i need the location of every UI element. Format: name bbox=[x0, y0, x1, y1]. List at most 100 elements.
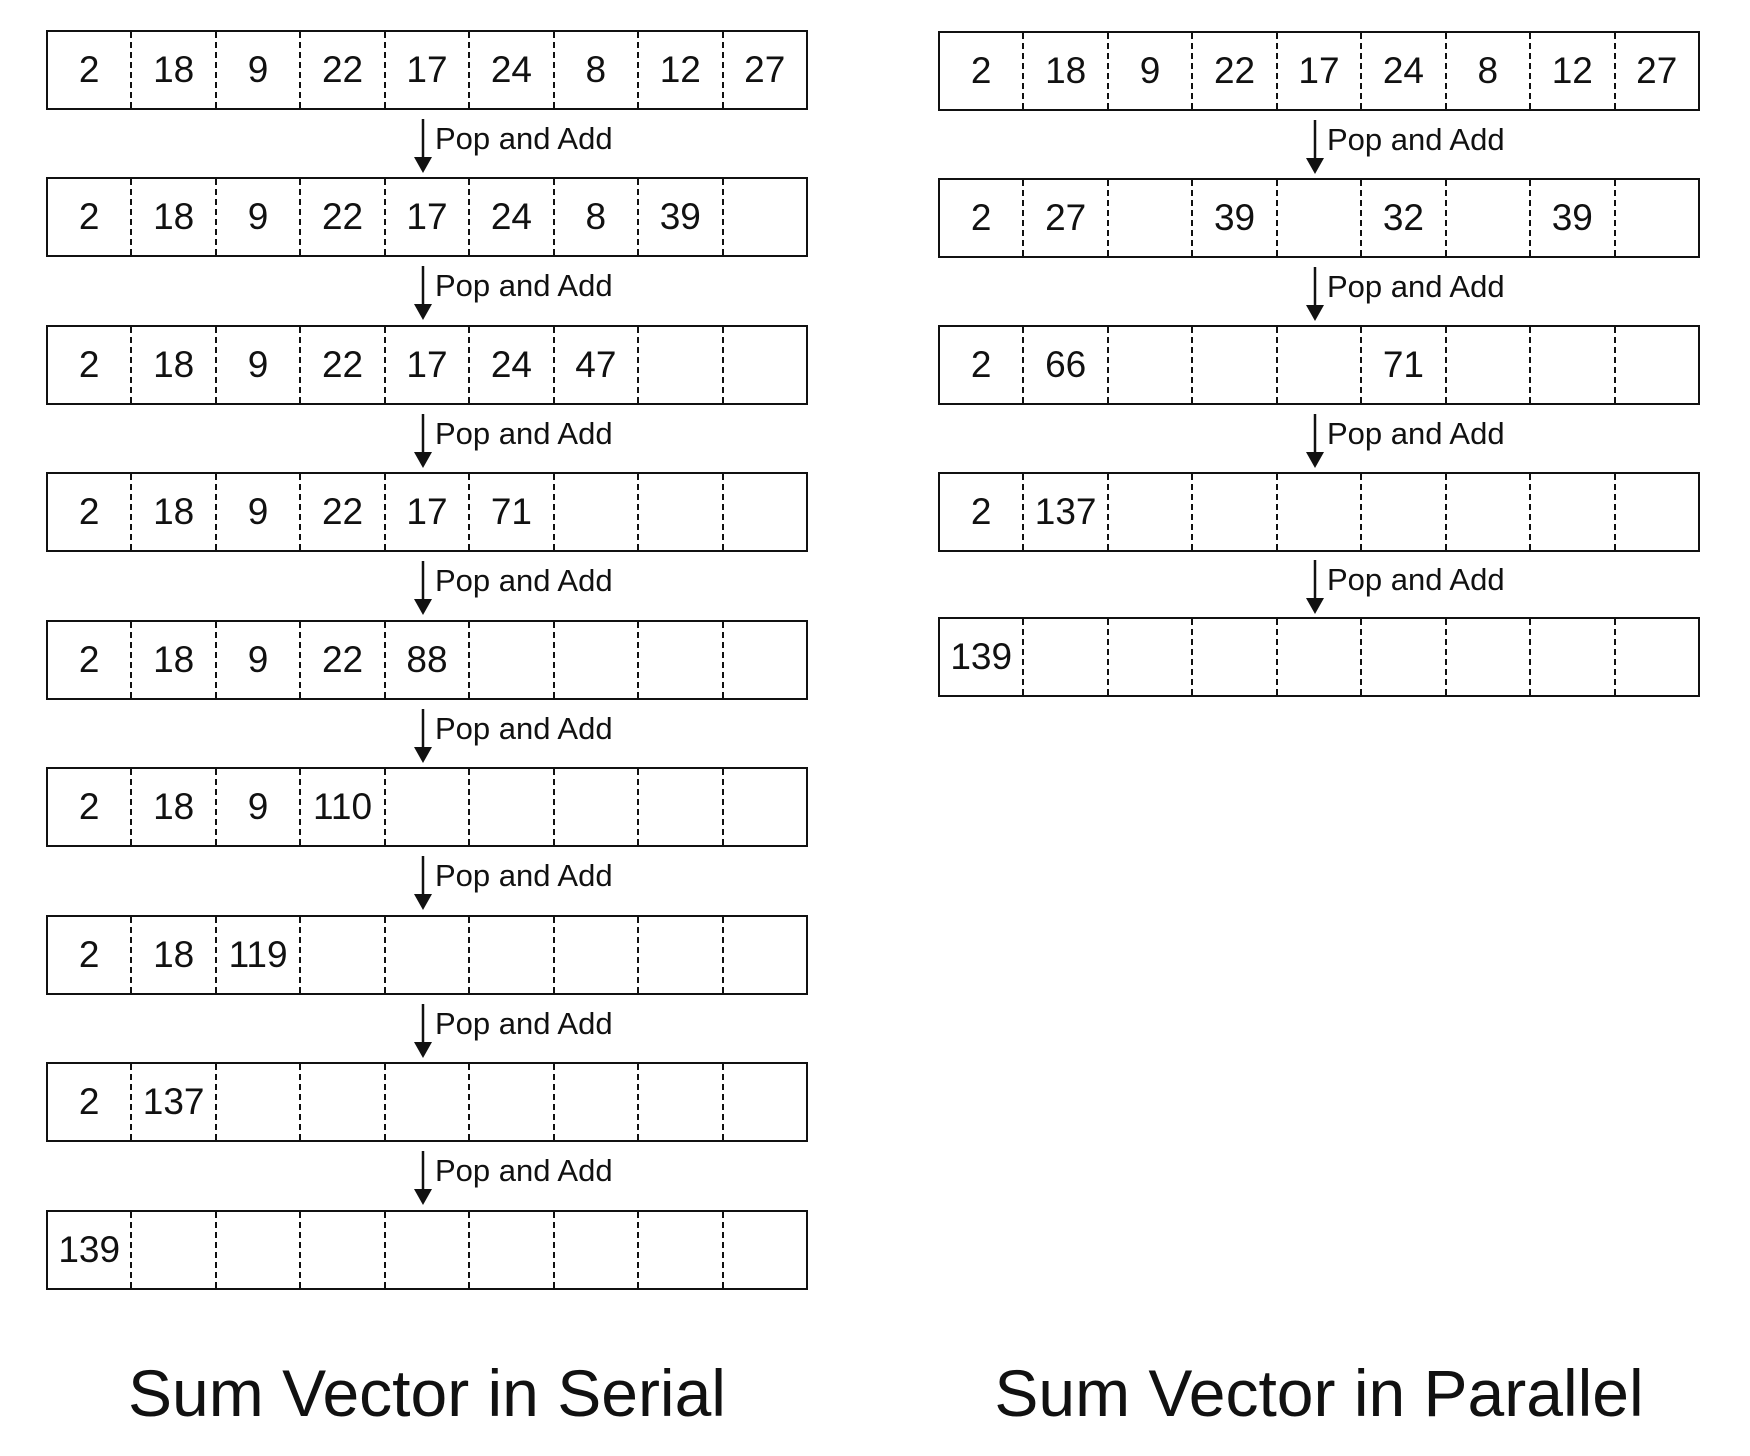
serial-vector-row: 139 bbox=[46, 1210, 808, 1290]
parallel-vector-row: 2 66 71 bbox=[938, 325, 1700, 405]
vector-cell: 8 bbox=[555, 179, 640, 255]
vector-cell bbox=[1447, 619, 1532, 695]
vector-cell bbox=[470, 769, 555, 845]
vector-cell: 27 bbox=[1636, 50, 1678, 91]
vector-cell: 22 bbox=[301, 327, 386, 403]
vector-cell: 18 bbox=[132, 622, 217, 698]
parallel-pop-and-add-step: Pop and Add bbox=[1305, 412, 1665, 472]
down-arrow-icon bbox=[414, 561, 432, 615]
pop-and-add-label: Pop and Add bbox=[1327, 562, 1505, 597]
vector-cell: 22 bbox=[1193, 33, 1278, 109]
serial-vector-row: 2 18 9 22 17 24 8 12 27 bbox=[46, 30, 808, 110]
vector-cell: 2 bbox=[48, 32, 133, 108]
vector-cell: 39 bbox=[1193, 180, 1278, 256]
vector-cell bbox=[217, 1064, 302, 1140]
vector-cell: 22 bbox=[301, 622, 386, 698]
vector-cell bbox=[1193, 619, 1278, 695]
vector-cell bbox=[639, 1212, 724, 1288]
down-arrow-icon bbox=[414, 266, 432, 320]
serial-pop-and-add-step: Pop and Add bbox=[413, 559, 773, 619]
vector-cell bbox=[1616, 327, 1698, 403]
serial-vector-row: 2 18 9 22 88 bbox=[46, 620, 808, 700]
vector-cell: 24 bbox=[1362, 33, 1447, 109]
down-arrow-icon bbox=[1306, 120, 1324, 174]
vector-cell bbox=[1109, 619, 1194, 695]
vector-cell: 2 bbox=[48, 474, 133, 550]
vector-cell bbox=[1616, 619, 1698, 695]
pop-and-add-label: Pop and Add bbox=[435, 416, 613, 451]
vector-cell bbox=[555, 474, 640, 550]
vector-cell bbox=[386, 1064, 471, 1140]
vector-cell: 24 bbox=[470, 327, 555, 403]
vector-cell: 9 bbox=[217, 179, 302, 255]
vector-cell: 12 bbox=[639, 32, 724, 108]
vector-cell: 18 bbox=[132, 179, 217, 255]
vector-cell bbox=[1362, 619, 1447, 695]
vector-cell: 17 bbox=[386, 327, 471, 403]
vector-cell: 2 bbox=[48, 769, 133, 845]
pop-and-add-label: Pop and Add bbox=[435, 1153, 613, 1188]
parallel-vector-row: 2 137 bbox=[938, 472, 1700, 552]
vector-cell: 18 bbox=[132, 769, 217, 845]
vector-cell: 39 bbox=[639, 179, 724, 255]
vector-cell: 18 bbox=[132, 474, 217, 550]
vector-cell bbox=[386, 769, 471, 845]
vector-cell: 22 bbox=[301, 179, 386, 255]
vector-cell: 139 bbox=[940, 619, 1025, 695]
down-arrow-icon bbox=[414, 709, 432, 763]
vector-cell: 17 bbox=[1278, 33, 1363, 109]
vector-cell: 137 bbox=[1024, 474, 1109, 550]
vector-cell bbox=[724, 1212, 806, 1288]
down-arrow-icon bbox=[1306, 414, 1324, 468]
vector-cell bbox=[1278, 180, 1363, 256]
vector-cell bbox=[639, 769, 724, 845]
vector-cell: 32 bbox=[1362, 180, 1447, 256]
pop-and-add-label: Pop and Add bbox=[435, 1006, 613, 1041]
vector-cell bbox=[639, 1064, 724, 1140]
serial-vector-row: 2 18 9 22 17 24 47 bbox=[46, 325, 808, 405]
pop-and-add-label: Pop and Add bbox=[435, 268, 613, 303]
vector-cell bbox=[724, 179, 806, 255]
parallel-vector-row: 2 27 39 32 39 bbox=[938, 178, 1700, 258]
vector-cell: 88 bbox=[386, 622, 471, 698]
vector-cell bbox=[1278, 619, 1363, 695]
parallel-vector-row: 139 bbox=[938, 617, 1700, 697]
serial-vector-row: 2 18 9 22 17 24 8 39 bbox=[46, 177, 808, 257]
vector-cell bbox=[386, 917, 471, 993]
serial-pop-and-add-step: Pop and Add bbox=[413, 854, 773, 914]
serial-pop-and-add-step: Pop and Add bbox=[413, 707, 773, 767]
down-arrow-icon bbox=[414, 1004, 432, 1058]
vector-cell bbox=[555, 1212, 640, 1288]
serial-vector-row: 2 18 119 bbox=[46, 915, 808, 995]
vector-cell bbox=[1109, 180, 1194, 256]
vector-cell: 27 bbox=[1024, 180, 1109, 256]
vector-cell bbox=[555, 622, 640, 698]
vector-cell bbox=[724, 474, 806, 550]
pop-and-add-label: Pop and Add bbox=[1327, 416, 1505, 451]
vector-cell: 17 bbox=[386, 474, 471, 550]
vector-cell: 2 bbox=[48, 179, 133, 255]
vector-cell bbox=[1109, 327, 1194, 403]
vector-cell bbox=[1616, 474, 1698, 550]
vector-cell: 2 bbox=[940, 474, 1025, 550]
down-arrow-icon bbox=[414, 119, 432, 173]
vector-cell: 12 bbox=[1531, 33, 1616, 109]
vector-cell: 66 bbox=[1024, 327, 1109, 403]
serial-vector-row: 2 18 9 110 bbox=[46, 767, 808, 847]
pop-and-add-label: Pop and Add bbox=[435, 563, 613, 598]
pop-and-add-label: Pop and Add bbox=[1327, 269, 1505, 304]
vector-cell: 18 bbox=[132, 917, 217, 993]
vector-cell bbox=[724, 917, 806, 993]
vector-cell bbox=[1278, 474, 1363, 550]
parallel-pop-and-add-step: Pop and Add bbox=[1305, 118, 1665, 178]
serial-pop-and-add-step: Pop and Add bbox=[413, 264, 773, 324]
vector-cell bbox=[639, 327, 724, 403]
vector-cell: 9 bbox=[217, 769, 302, 845]
vector-cell bbox=[1616, 180, 1698, 256]
vector-cell: 139 bbox=[48, 1212, 133, 1288]
down-arrow-icon bbox=[414, 1151, 432, 1205]
vector-cell bbox=[470, 917, 555, 993]
down-arrow-icon bbox=[1306, 267, 1324, 321]
vector-cell bbox=[724, 1064, 806, 1140]
parallel-column: 2 18 9 22 17 24 8 12 27 Pop and Add 2 27 39 32 39 Pop a… bbox=[938, 0, 1718, 1456]
